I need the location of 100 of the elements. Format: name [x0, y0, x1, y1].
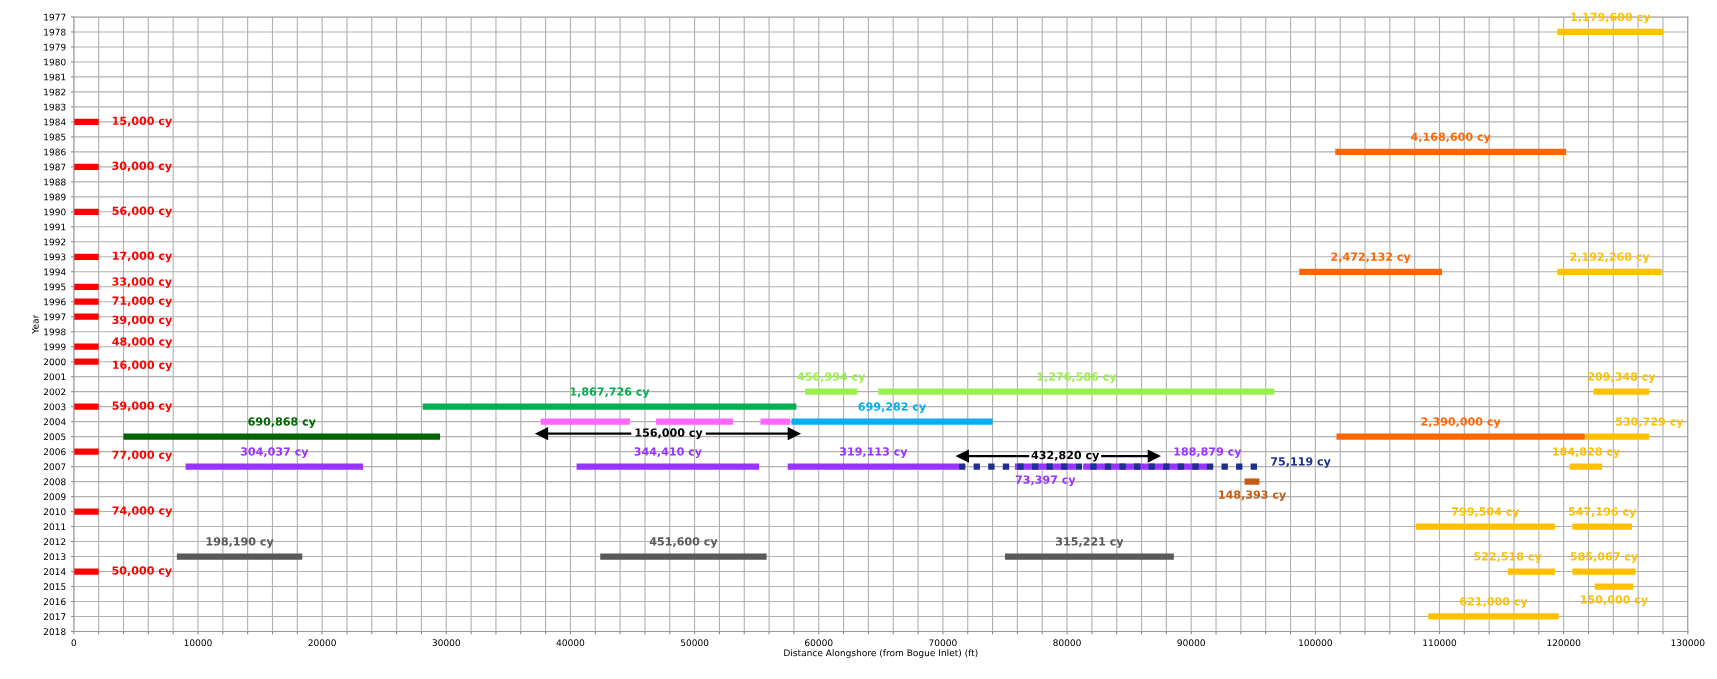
series-label: 530,729 cy: [1616, 417, 1684, 428]
y-tick-label: 2007: [43, 463, 66, 471]
series-label: 319,113 cy: [839, 447, 908, 458]
series-label: 1,276,586 cy: [1037, 372, 1117, 383]
y-tick-label: 2006: [43, 448, 66, 456]
y-tick-label: 1988: [44, 178, 66, 186]
series-label: 188,879 cy: [1174, 447, 1242, 458]
y-tick-label: 2003: [43, 403, 66, 411]
series-label: 209,348 cy: [1588, 372, 1656, 383]
series-label: 75,119 cy: [1271, 457, 1331, 468]
series-label: 522,518 cy: [1474, 552, 1542, 563]
y-tick-label: 1987: [44, 163, 66, 171]
x-tick-label: 30000: [432, 639, 461, 647]
y-tick-label: 1999: [44, 343, 66, 351]
y-tick-label: 2015: [43, 583, 66, 591]
series-label: 48,000 cy: [112, 337, 173, 348]
series-label: 699,282 cy: [858, 402, 926, 413]
y-tick-label: 1994: [44, 268, 66, 276]
y-tick-label: 2002: [43, 388, 66, 396]
series-label: 4,168,600 cy: [1411, 132, 1491, 144]
series-label: 304,037 cy: [240, 447, 309, 458]
x-tick-label: 90000: [1177, 639, 1205, 647]
y-tick-label: 1998: [44, 328, 66, 336]
y-tick-label: 2010: [43, 508, 66, 516]
series-label: 74,000 cy: [112, 506, 173, 517]
series-label: 73,397 cy: [1015, 475, 1076, 487]
series-label: 39,000 cy: [112, 315, 173, 327]
series-label: 1,867,726 cy: [570, 387, 650, 398]
series-label: 198,190 cy: [206, 537, 274, 548]
y-tick-label: 1995: [44, 283, 66, 291]
y-tick-label: 1977: [44, 13, 66, 21]
series-label: 184,828 cy: [1553, 447, 1620, 458]
x-tick-label: 60000: [805, 639, 833, 647]
series-label: 799,504 cy: [1452, 507, 1520, 518]
y-tick-label: 1997: [44, 313, 66, 321]
series-label: 30,000 cy: [112, 161, 172, 173]
y-tick-label: 1986: [44, 148, 66, 156]
series-label: 33,000 cy: [112, 277, 172, 288]
series-label: 2,472,132 cy: [1331, 252, 1411, 264]
series-label: 56,000 cy: [112, 206, 173, 218]
series-label: 59,000 cy: [112, 401, 173, 413]
series-label: 547,196 cy: [1568, 507, 1637, 518]
series-label: 1,179,600 cy: [1571, 12, 1651, 24]
y-tick-label: 2016: [43, 598, 66, 606]
x-tick-label: 110000: [1423, 639, 1457, 647]
y-tick-label: 2005: [43, 433, 66, 441]
series-label: 315,221 cy: [1055, 537, 1124, 548]
y-tick-label: 2013: [43, 553, 66, 561]
x-tick-label: 80000: [1053, 639, 1081, 647]
y-tick-label: 1991: [44, 223, 66, 231]
y-tick-label: 1981: [44, 73, 66, 81]
series-label: 432,820 cy: [1031, 450, 1100, 462]
series-label: 148,393 cy: [1219, 490, 1286, 502]
series-label: 77,000 cy: [112, 450, 173, 462]
y-axis-title: Year: [31, 314, 39, 334]
y-tick-label: 1983: [44, 103, 66, 111]
y-tick-label: 1982: [44, 88, 66, 96]
series-label: 621,000 cy: [1460, 597, 1528, 608]
x-tick-label: 20000: [308, 639, 336, 647]
x-tick-label: 70000: [929, 639, 957, 647]
series-label: 2,192,268 cy: [1570, 252, 1650, 264]
y-tick-label: 1980: [44, 58, 66, 66]
y-tick-label: 1993: [44, 253, 66, 261]
y-tick-label: 2018: [43, 628, 66, 636]
series-label: 15,000 cy: [112, 116, 172, 128]
series-label: 150,000 cy: [1581, 595, 1648, 606]
y-tick-label: 2000: [43, 358, 66, 366]
x-tick-label: 10000: [184, 639, 212, 647]
x-tick-label: 0: [71, 639, 77, 647]
y-tick-label: 1990: [44, 208, 66, 216]
y-tick-label: 2001: [43, 373, 66, 381]
y-tick-label: 1996: [44, 298, 66, 306]
series-label: 344,410 cy: [634, 447, 702, 458]
y-tick-label: 2009: [43, 493, 66, 501]
y-tick-label: 1984: [44, 118, 66, 126]
x-tick-label: 120000: [1547, 639, 1581, 647]
series-label: 50,000 cy: [112, 566, 172, 577]
series-label: 156,000 cy: [635, 428, 703, 440]
y-tick-label: 2017: [43, 613, 66, 621]
series-label: 690,868 cy: [248, 417, 316, 428]
series-label: 2,390,000 cy: [1421, 417, 1501, 428]
x-tick-label: 100000: [1299, 639, 1332, 647]
y-tick-label: 1985: [44, 133, 66, 141]
x-tick-label: 130000: [1671, 639, 1705, 647]
y-tick-label: 2014: [43, 568, 66, 576]
series-label: 71,000 cy: [112, 296, 173, 308]
series-label: 585,067 cy: [1570, 552, 1638, 563]
y-tick-label: 1992: [44, 238, 66, 246]
y-tick-label: 1989: [44, 193, 66, 201]
y-tick-label: 1978: [44, 28, 66, 36]
y-tick-label: 2008: [43, 478, 66, 486]
x-axis-title: Distance Alongshore (from Bogue Inlet) (ft): [784, 649, 978, 658]
x-tick-label: 40000: [556, 639, 585, 647]
y-tick-label: 2004: [43, 418, 66, 426]
series-label: 17,000 cy: [112, 251, 173, 263]
series-label: 451,600 cy: [649, 537, 718, 548]
y-tick-label: 2012: [43, 538, 66, 546]
series-label: 456,994 cy: [797, 372, 866, 383]
y-tick-label: 2011: [43, 523, 66, 531]
series-label: 16,000 cy: [113, 360, 173, 372]
